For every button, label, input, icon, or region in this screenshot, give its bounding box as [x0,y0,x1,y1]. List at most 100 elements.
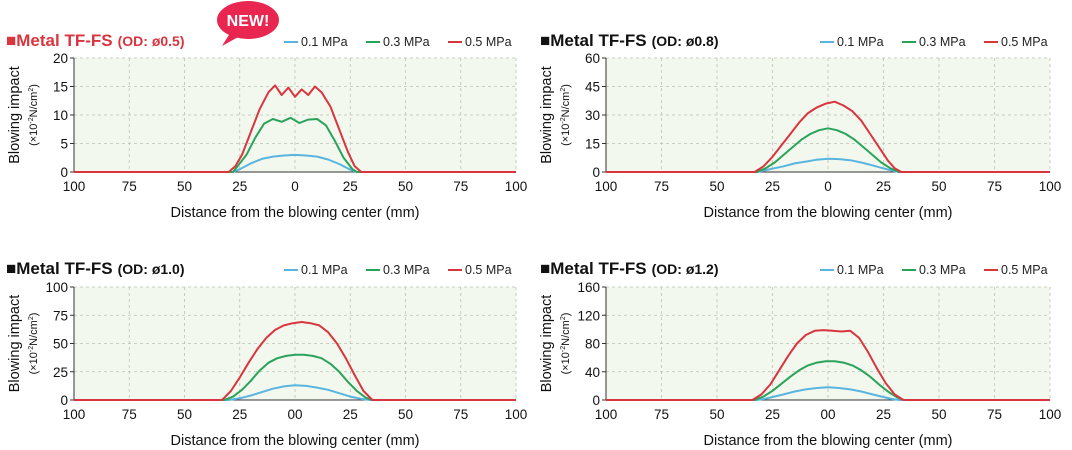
y-axis-unit: (×10-2N/cm2) [28,84,40,146]
y-unit-part: (×10 [28,124,40,146]
y-unit-part: (×10 [28,352,40,374]
legend-label-1: 0.1 MPa [837,263,884,277]
y-tick-label: 25 [53,365,68,380]
series-line-2 [74,116,516,173]
y-unit-exp: 2 [560,316,567,320]
y-axis-label: Blowing impact [7,295,23,393]
legend-label-2: 0.3 MPa [919,35,966,49]
x-tick-label: 100 [595,179,618,194]
x-tick-label: 50 [398,179,413,194]
y-unit-part: N/cm [560,320,572,346]
chart-title: ■Metal TF-FS (OD: ø1.2) [540,259,719,278]
y-unit-exp: 2 [560,88,567,92]
y-tick-label: 15 [585,137,600,152]
y-unit-part: ) [28,84,40,88]
series-line-3 [606,100,1050,173]
x-tick-label: 25 [232,407,247,422]
x-tick-label: 00 [820,407,835,422]
legend-label-1: 0.1 MPa [301,35,348,49]
x-axis-label: Distance from the blowing center (mm) [171,205,420,221]
legend-label-3: 0.5 MPa [465,35,512,49]
chart-title: ■Metal TF-FS (OD: ø0.5) [6,31,185,50]
legend-label-3: 0.5 MPa [1001,263,1048,277]
y-tick-label: 0 [60,393,68,408]
y-unit-part: ) [560,84,572,88]
new-badge-label: NEW! [227,13,270,30]
y-axis-unit: (×10-2N/cm2) [28,313,40,375]
y-unit-exp: 2 [28,88,35,92]
y-unit-exp: -2 [560,346,567,352]
x-tick-label: 100 [505,407,528,422]
x-tick-label: 25 [343,179,358,194]
x-tick-label: 50 [177,407,192,422]
x-tick-label: 50 [709,179,724,194]
x-axis-label: Distance from the blowing center (mm) [171,433,420,449]
x-tick-label: 0 [824,179,832,194]
x-tick-label: 75 [122,179,137,194]
x-axis-label: Distance from the blowing center (mm) [704,205,953,221]
x-tick-label: 25 [765,407,780,422]
new-badge-bubble [217,1,279,39]
y-tick-label: 0 [592,165,600,180]
legend-label-2: 0.3 MPa [383,263,430,277]
x-tick-label: 25 [343,407,358,422]
legend-label-3: 0.5 MPa [1001,35,1048,49]
y-tick-label: 30 [585,108,600,123]
y-unit-exp: 2 [28,316,35,320]
y-tick-label: 40 [585,365,600,380]
y-axis-label: Blowing impact [539,295,555,393]
y-tick-label: 5 [60,137,68,152]
x-tick-label: 100 [505,179,528,194]
y-unit-part: (×10 [560,352,572,374]
y-tick-label: 45 [585,80,600,95]
x-tick-label: 0 [291,179,299,194]
chart-title-sub: (OD: ø1.2) [652,261,719,277]
series-line-2 [74,353,516,401]
x-tick-label: 50 [398,407,413,422]
y-axis-label: Blowing impact [539,66,555,164]
chart-panel-3: ■Metal TF-FS (OD: ø1.0) 0.1 MPa 0.3 MPa 0.5 … [6,259,527,449]
legend-label-1: 0.1 MPa [301,263,348,277]
y-tick-label: 50 [53,337,68,352]
y-tick-label: 160 [577,280,600,295]
y-unit-part: N/cm [28,320,40,346]
legend-label-2: 0.3 MPa [383,35,430,49]
y-tick-label: 15 [53,80,68,95]
chart-title-sub: (OD: ø1.0) [118,261,185,277]
y-unit-exp: -2 [28,346,35,352]
x-tick-label: 25 [232,179,247,194]
x-tick-label: 75 [654,179,669,194]
x-tick-label: 100 [63,179,86,194]
y-tick-label: 20 [53,51,68,66]
y-unit-part: N/cm [560,92,572,118]
x-tick-label: 25 [765,179,780,194]
series-line-3 [74,321,516,401]
x-tick-label: 50 [709,407,724,422]
chart-panel-4: ■Metal TF-FS (OD: ø1.2) 0.1 MPa 0.3 MPa 0.5 … [539,259,1061,449]
x-tick-label: 100 [1039,407,1062,422]
y-axis-label: Blowing impact [7,66,23,164]
y-axis-unit: (×10-2N/cm2) [560,84,572,146]
chart-title-sub: (OD: ø0.5) [118,33,185,49]
x-axis-label: Distance from the blowing center (mm) [704,433,953,449]
series-line-2 [606,360,1050,401]
y-unit-part: N/cm [28,92,40,118]
chart-title-main: ■Metal TF-FS [6,31,113,50]
chart-title-sub: (OD: ø0.8) [652,33,719,49]
y-tick-label: 60 [585,51,600,66]
y-tick-label: 10 [53,108,68,123]
chart-title-main: ■Metal TF-FS [540,259,647,278]
x-tick-label: 75 [654,407,669,422]
y-tick-label: 100 [45,280,68,295]
new-badge: NEW! [217,1,279,46]
y-unit-part: ) [28,313,40,317]
y-tick-label: 0 [60,165,68,180]
chart-title-main: ■Metal TF-FS [540,31,647,50]
chart-title: ■Metal TF-FS (OD: ø0.8) [540,31,719,50]
y-unit-part: ) [560,313,572,317]
y-unit-part: (×10 [560,124,572,146]
chart-title: ■Metal TF-FS (OD: ø1.0) [6,259,185,278]
x-tick-label: 50 [177,179,192,194]
y-axis-unit: (×10-2N/cm2) [560,313,572,375]
